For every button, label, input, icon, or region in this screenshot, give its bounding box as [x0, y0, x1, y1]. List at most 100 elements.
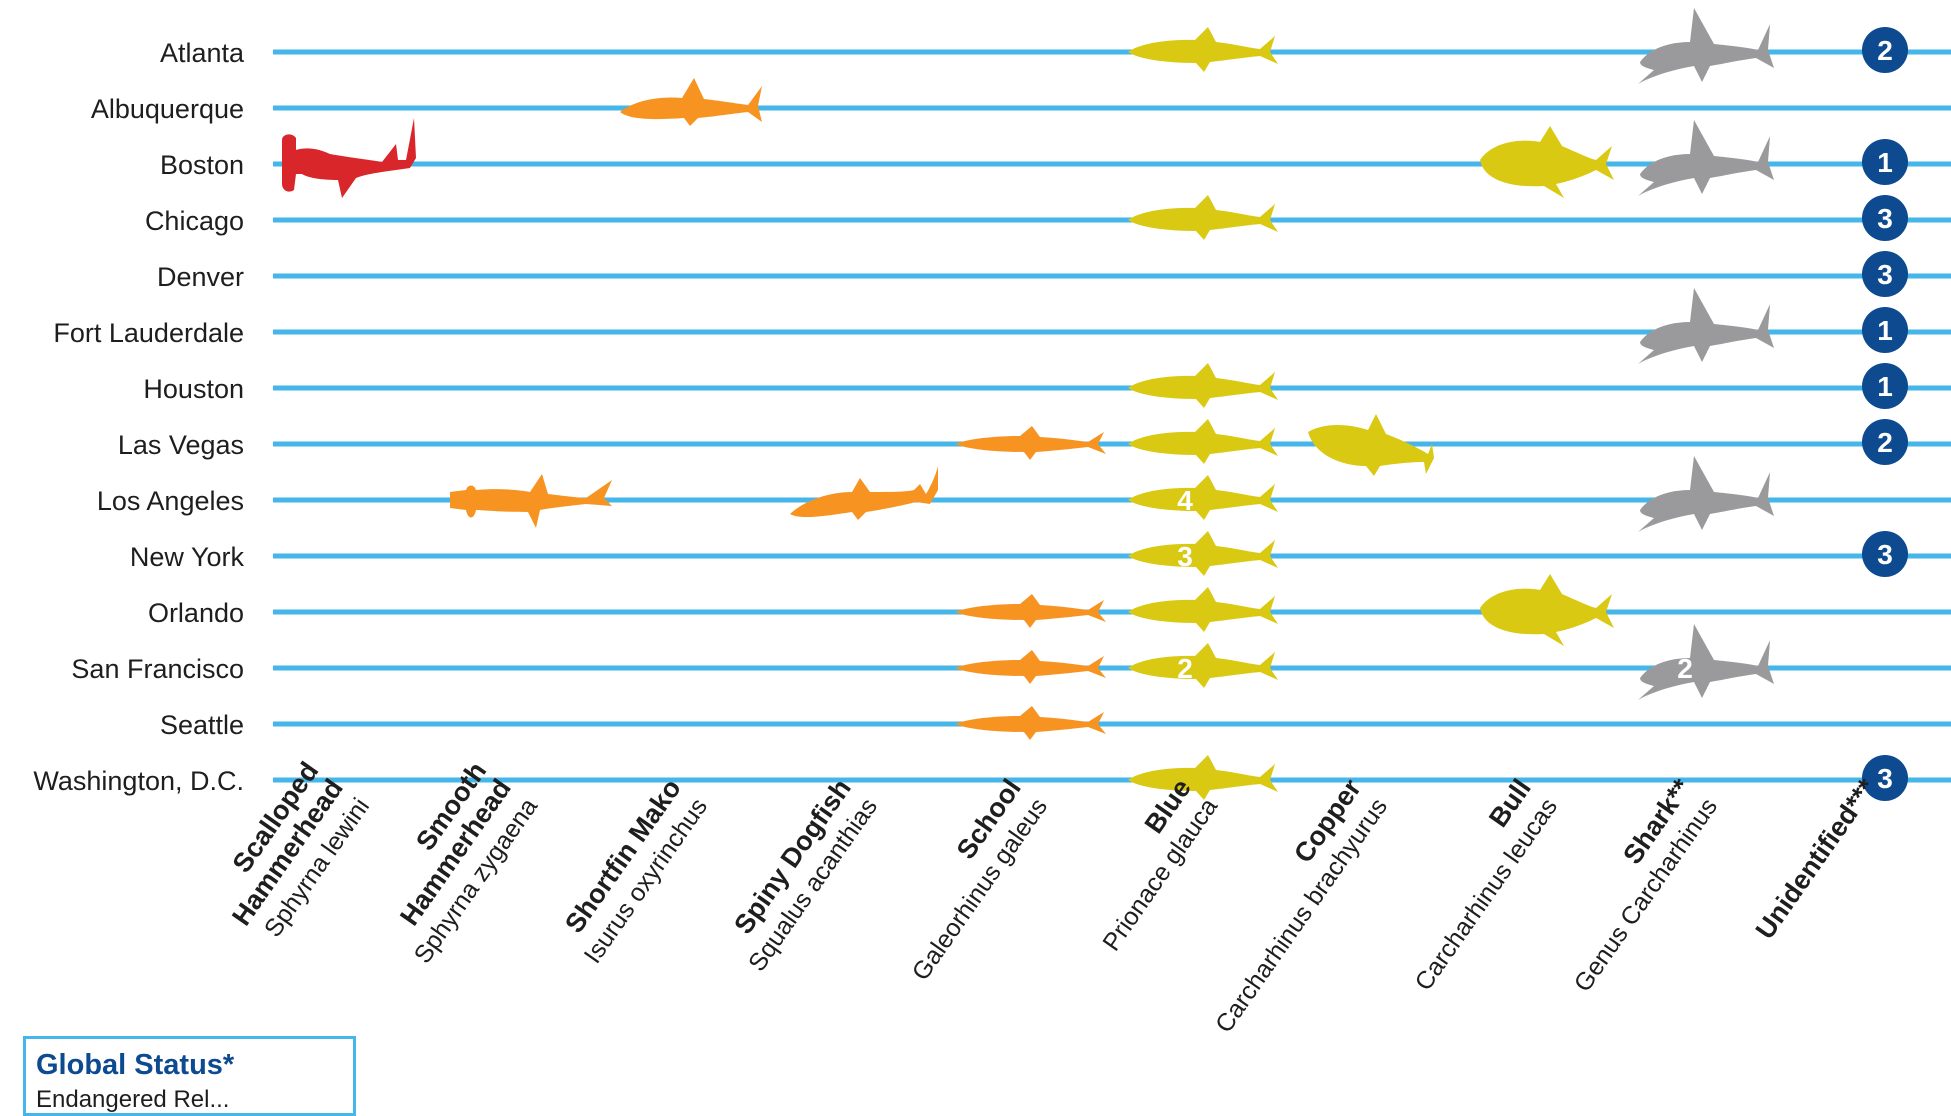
- sample-los-angeles-smooth: [450, 474, 612, 528]
- city-label-washington-d-c: Washington, D.C.: [33, 766, 244, 796]
- shark-school-icon: [955, 650, 1106, 684]
- sample-san-francisco-shark: 2: [1638, 624, 1774, 700]
- shark-blue-icon: [1128, 643, 1278, 688]
- sample-albuquerque-shortfin-mako: [620, 78, 762, 126]
- sample-houston-unidentified: 1: [1862, 363, 1908, 409]
- sample-washington-d-c-blue: [1128, 755, 1278, 800]
- count-badge-icon: [1862, 531, 1908, 577]
- count-badge-value: 1: [1877, 147, 1893, 178]
- sample-chicago-unidentified: 3: [1862, 195, 1908, 241]
- sample-las-vegas-school: [955, 426, 1106, 460]
- city-label-boston: Boston: [160, 150, 244, 180]
- city-label-fort-lauderdale: Fort Lauderdale: [53, 318, 244, 348]
- sample-chicago-blue: [1128, 195, 1278, 240]
- city-label-atlanta: Atlanta: [160, 38, 245, 68]
- shark-blue-icon: [1128, 419, 1278, 464]
- species-common-name: Unidentified***: [1750, 773, 1882, 944]
- shark-blue-icon: [1128, 27, 1278, 72]
- species-scientific-name: Carcharhinus brachyurus: [1210, 793, 1393, 1038]
- sample-san-francisco-school: [955, 650, 1106, 684]
- sample-atlanta-shark: [1638, 8, 1774, 84]
- count-badge-value: 1: [1877, 315, 1893, 346]
- city-label-albuquerque: Albuquerque: [91, 94, 244, 124]
- sample-boston-shark: [1638, 120, 1774, 196]
- shark-shark-icon: [1638, 624, 1774, 700]
- sample-washington-d-c-unidentified: 3: [1862, 755, 1908, 801]
- sample-las-vegas-blue: [1128, 419, 1278, 464]
- sample-new-york-unidentified: 3: [1862, 531, 1908, 577]
- shark-blue-icon: [1128, 587, 1278, 632]
- sample-san-francisco-blue: 2: [1128, 643, 1278, 688]
- shark-scalloped-icon: [282, 118, 416, 198]
- species-label-shark: Shark**Genus Carcharhinus: [1569, 773, 1723, 997]
- shark-spiny-dogfish-icon: [790, 466, 938, 520]
- city-label-houston: Houston: [143, 374, 244, 404]
- sample-orlando-blue: [1128, 587, 1278, 632]
- shark-count-value: 4: [1177, 485, 1193, 516]
- legend: Global Status* Endangered Rel...: [23, 1036, 356, 1116]
- shark-blue-icon: [1128, 755, 1278, 800]
- city-label-orlando: Orlando: [148, 598, 244, 628]
- shark-copper-icon: [1308, 414, 1434, 476]
- sample-fort-lauderdale-unidentified: 1: [1862, 307, 1908, 353]
- species-label-unidentified: Unidentified***: [1750, 773, 1882, 944]
- count-badge-icon: [1862, 307, 1908, 353]
- legend-title: Global Status*: [36, 1049, 235, 1081]
- sample-orlando-bull: [1480, 574, 1614, 646]
- city-label-san-francisco: San Francisco: [71, 654, 244, 684]
- sample-los-angeles-spiny-dogfish: [790, 466, 938, 520]
- sample-los-angeles-shark: [1638, 456, 1774, 532]
- shark-school-icon: [955, 426, 1106, 460]
- count-badge-icon: [1862, 251, 1908, 297]
- shark-blue-icon: [1128, 363, 1278, 408]
- count-badge-icon: [1862, 195, 1908, 241]
- shark-blue-icon: [1128, 195, 1278, 240]
- shark-shark-icon: [1638, 456, 1774, 532]
- city-label-los-angeles: Los Angeles: [97, 486, 244, 516]
- city-label-new-york: New York: [130, 542, 245, 572]
- count-badge-icon: [1862, 27, 1908, 73]
- shark-bull-icon: [1480, 126, 1614, 198]
- shark-shark-icon: [1638, 8, 1774, 84]
- shark-shark-icon: [1638, 288, 1774, 364]
- count-badge-value: 1: [1877, 371, 1893, 402]
- sample-new-york-blue: 3: [1128, 531, 1278, 576]
- sample-atlanta-unidentified: 2: [1862, 27, 1908, 73]
- shark-smooth-icon: [450, 474, 612, 528]
- count-badge-icon: [1862, 363, 1908, 409]
- sample-orlando-school: [955, 594, 1106, 628]
- sample-las-vegas-unidentified: 2: [1862, 419, 1908, 465]
- shark-school-icon: [955, 706, 1106, 740]
- sample-houston-blue: [1128, 363, 1278, 408]
- sample-marks: 2 1 3 3 1 1 2 4 3 3 2 2 3: [282, 8, 1908, 801]
- sample-denver-unidentified: 3: [1862, 251, 1908, 297]
- sample-los-angeles-blue: 4: [1128, 475, 1278, 520]
- shark-count-value: 2: [1677, 653, 1693, 684]
- shark-blue-icon: [1128, 531, 1278, 576]
- shark-sample-chart: Atlanta Albuquerque Boston Chicago Denver For…: [33, 8, 1951, 1038]
- city-label-denver: Denver: [157, 262, 244, 292]
- shark-shortfin-mako-icon: [620, 78, 762, 126]
- shark-bull-icon: [1480, 574, 1614, 646]
- sample-boston-unidentified: 1: [1862, 139, 1908, 185]
- count-badge-value: 3: [1877, 763, 1893, 794]
- count-badge-value: 2: [1877, 427, 1893, 458]
- sample-atlanta-blue: [1128, 27, 1278, 72]
- legend-subtitle: Endangered Rel...: [36, 1086, 230, 1113]
- shark-count-value: 3: [1177, 541, 1193, 572]
- city-label-las-vegas: Las Vegas: [118, 430, 244, 460]
- sample-fort-lauderdale-shark: [1638, 288, 1774, 364]
- shark-shark-icon: [1638, 120, 1774, 196]
- sample-las-vegas-copper: [1308, 414, 1434, 476]
- city-label-chicago: Chicago: [145, 206, 244, 236]
- sample-boston-bull: [1480, 126, 1614, 198]
- species-scientific-name: Carcharhinus leucas: [1409, 793, 1563, 996]
- count-badge-icon: [1862, 419, 1908, 465]
- count-badge-value: 2: [1877, 35, 1893, 66]
